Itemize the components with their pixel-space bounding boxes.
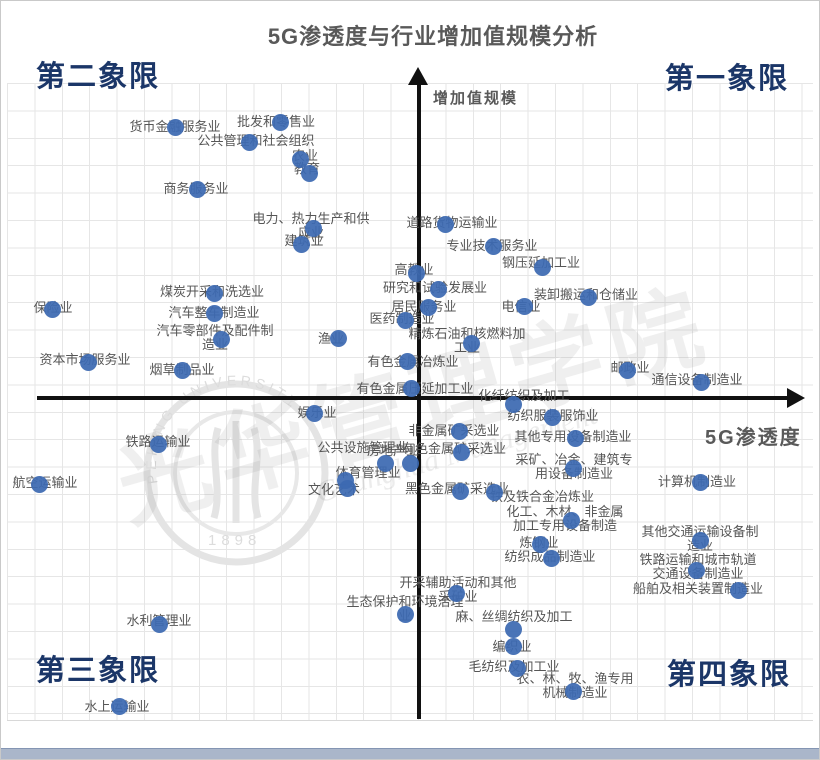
data-point-dot[interactable] bbox=[212, 330, 230, 348]
data-point-dot[interactable] bbox=[401, 454, 419, 472]
data-point-dot[interactable] bbox=[692, 373, 710, 391]
data-point-dot[interactable] bbox=[398, 352, 416, 370]
data-point-dot[interactable] bbox=[205, 284, 223, 302]
data-point-dot[interactable] bbox=[450, 422, 468, 440]
data-point-dot[interactable] bbox=[564, 459, 582, 477]
bottom-window-strip bbox=[1, 748, 819, 759]
data-point-dot[interactable] bbox=[240, 133, 258, 151]
data-point-dot[interactable] bbox=[329, 329, 347, 347]
quadrant-4-label: 第四象限 bbox=[667, 659, 792, 691]
seal-glyph-stroke bbox=[250, 426, 262, 520]
quadrant-2-label: 第二象限 bbox=[36, 61, 161, 93]
data-point-dot[interactable] bbox=[429, 280, 447, 298]
data-point-dot[interactable] bbox=[436, 215, 454, 233]
data-point-label: 房地产业 bbox=[366, 443, 420, 458]
data-point-label: 麻、丝绸纺织及加工 bbox=[455, 609, 573, 624]
data-point-dot[interactable] bbox=[729, 581, 747, 599]
data-point-dot[interactable] bbox=[305, 404, 323, 422]
data-point-dot[interactable] bbox=[531, 535, 549, 553]
y-axis-arrow-icon bbox=[408, 67, 428, 85]
data-point-dot[interactable] bbox=[691, 473, 709, 491]
data-point-label: 铁及铁合金冶炼业 bbox=[489, 489, 595, 504]
data-point-dot[interactable] bbox=[402, 379, 420, 397]
data-point-dot[interactable] bbox=[462, 334, 480, 352]
data-point-dot[interactable] bbox=[419, 298, 437, 316]
data-point-dot[interactable] bbox=[566, 429, 584, 447]
pku-seal-watermark: PEKING UNIVERSITY 1898 bbox=[143, 373, 329, 566]
x-axis bbox=[37, 396, 793, 400]
x-axis-label: 5G渗透度 bbox=[705, 427, 802, 449]
data-point-label: 化纤纺织及加工 bbox=[478, 388, 570, 403]
data-point-dot[interactable] bbox=[292, 235, 310, 253]
data-point-dot[interactable] bbox=[562, 511, 580, 529]
data-point-dot[interactable] bbox=[79, 353, 97, 371]
data-point-dot[interactable] bbox=[396, 605, 414, 623]
data-point-dot[interactable] bbox=[504, 620, 522, 638]
data-point-dot[interactable] bbox=[407, 264, 425, 282]
data-point-dot[interactable] bbox=[43, 300, 61, 318]
data-point-dot[interactable] bbox=[447, 584, 465, 602]
data-point-dot[interactable] bbox=[150, 615, 168, 633]
data-point-dot[interactable] bbox=[30, 475, 48, 493]
quadrant-3-label: 第三象限 bbox=[36, 655, 161, 687]
data-point-dot[interactable] bbox=[452, 443, 470, 461]
data-point-dot[interactable] bbox=[110, 697, 128, 715]
data-point-dot[interactable] bbox=[188, 180, 206, 198]
seal-year: 1898 bbox=[208, 532, 261, 549]
data-point-dot[interactable] bbox=[304, 219, 322, 237]
data-point-dot[interactable] bbox=[691, 531, 709, 549]
data-point-dot[interactable] bbox=[173, 361, 191, 379]
data-point-dot[interactable] bbox=[451, 482, 469, 500]
data-point-dot[interactable] bbox=[205, 304, 223, 322]
data-point-dot[interactable] bbox=[564, 682, 582, 700]
data-point-dot[interactable] bbox=[515, 297, 533, 315]
data-point-label: 铁路运输和城市轨道交通设备制造业 bbox=[639, 552, 757, 581]
seal-glyph-stroke bbox=[210, 426, 222, 520]
data-point-dot[interactable] bbox=[542, 549, 560, 567]
x-axis-arrow-icon bbox=[787, 388, 805, 408]
data-point-dot[interactable] bbox=[543, 408, 561, 426]
data-point-dot[interactable] bbox=[579, 288, 597, 306]
data-point-dot[interactable] bbox=[149, 435, 167, 453]
data-point-dot[interactable] bbox=[504, 637, 522, 655]
data-point-dot[interactable] bbox=[271, 113, 289, 131]
data-point-dot[interactable] bbox=[338, 479, 356, 497]
data-point-dot[interactable] bbox=[618, 361, 636, 379]
data-point-dot[interactable] bbox=[396, 311, 414, 329]
data-point-dot[interactable] bbox=[485, 483, 503, 501]
data-point-dot[interactable] bbox=[300, 164, 318, 182]
data-point-dot[interactable] bbox=[484, 237, 502, 255]
data-point-dot[interactable] bbox=[508, 659, 526, 677]
chart-title: 5G渗透度与行业增加值规模分析 bbox=[267, 24, 599, 49]
data-point-dot[interactable] bbox=[533, 258, 551, 276]
y-axis bbox=[417, 83, 421, 719]
y-axis-label: 增加值规模 bbox=[433, 90, 519, 107]
data-point-dot[interactable] bbox=[166, 118, 184, 136]
data-point-dot[interactable] bbox=[291, 150, 309, 168]
data-point-dot[interactable] bbox=[687, 561, 705, 579]
quadrant-1-label: 第一象限 bbox=[665, 63, 790, 95]
data-point-dot[interactable] bbox=[504, 395, 522, 413]
data-point-label: 公共设施管理业 bbox=[317, 440, 409, 455]
data-point-dot[interactable] bbox=[376, 454, 394, 472]
